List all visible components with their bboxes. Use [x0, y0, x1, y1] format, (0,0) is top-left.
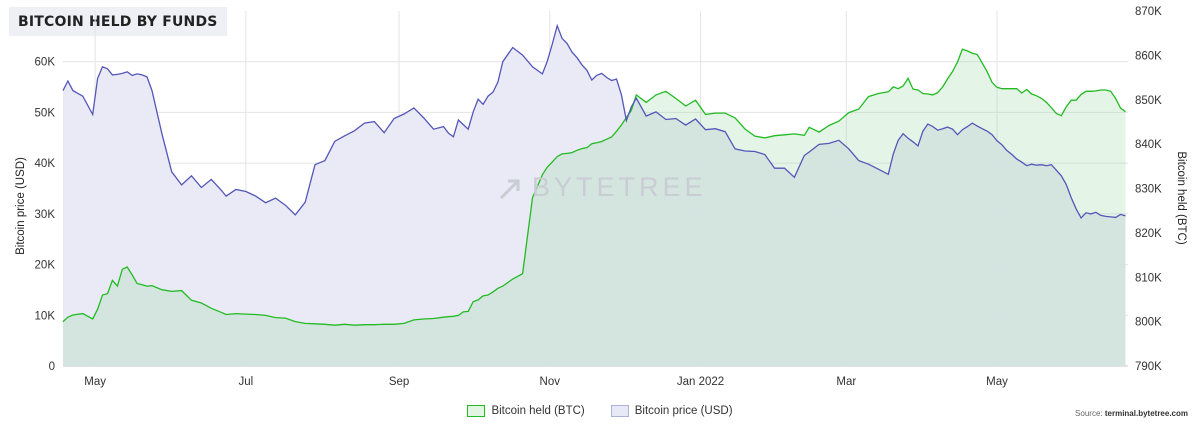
x-tick-label: Mar [836, 376, 856, 388]
legend-item-price[interactable]: Bitcoin price (USD) [610, 405, 733, 417]
source-label: Source: [1075, 409, 1103, 418]
y-right-tick-label: 810K [1135, 272, 1162, 284]
chart-svg: 0 10K 20K 30K 40K 50K 60K 790K 800K 810K 820K 830K… [15, 6, 1187, 388]
series-line-held [62, 48, 1126, 326]
x-tick-label: Sep [389, 376, 409, 388]
y-right-tick-label: 860K [1135, 50, 1162, 62]
y-right-tick-label: 830K [1135, 184, 1162, 196]
y-right-tick-label: 790K [1135, 361, 1162, 373]
series-area-held [63, 49, 1126, 366]
legend-swatch-price [610, 405, 629, 417]
y-right-tick-label: 800K [1135, 317, 1162, 329]
y-left-tick-label: 10K [35, 310, 56, 322]
watermark-text: BYTETREE [532, 172, 707, 202]
y-right-tick-label: 850K [1135, 95, 1162, 107]
y-left-tick-label: 30K [35, 209, 56, 221]
x-tick-labels: May Jul Sep Nov Jan 2022 Mar May [84, 376, 1008, 388]
y-left-tick-labels: 0 10K 20K 30K 40K 50K 60K [35, 57, 56, 373]
y-left-tick-label: 40K [35, 158, 56, 170]
legend-swatch-held [467, 405, 486, 417]
source-site: terminal.bytetree.com [1104, 409, 1188, 418]
legend-item-held[interactable]: Bitcoin held (BTC) [467, 405, 585, 417]
y-left-axis-title: Bitcoin price (USD) [15, 157, 27, 255]
y-right-tick-label: 870K [1135, 6, 1162, 18]
legend-label-held: Bitcoin held (BTC) [491, 405, 585, 417]
bytetree-logo-icon [499, 179, 520, 199]
chart-title: BITCOIN HELD BY FUNDS [9, 7, 227, 36]
y-left-tick-label: 20K [35, 260, 56, 272]
watermark: BYTETREE [498, 172, 707, 203]
y-right-axis-title: Bitcoin held (BTC) [1175, 151, 1187, 244]
source-note: Source: terminal.bytetree.com [1075, 409, 1188, 418]
series-area-price [63, 25, 1126, 366]
y-left-tick-label: 50K [35, 107, 56, 119]
series-line-price [62, 23, 1126, 219]
x-tick-label: Jan 2022 [677, 376, 724, 388]
legend-label-price: Bitcoin price (USD) [634, 405, 733, 417]
x-tick-label: Nov [540, 376, 561, 388]
y-right-tick-labels: 790K 800K 810K 820K 830K 840K 850K 860K 870K [1135, 6, 1162, 373]
y-right-tick-label: 840K [1135, 139, 1162, 151]
y-right-tick-label: 820K [1135, 228, 1162, 240]
y-left-tick-label: 60K [35, 57, 56, 69]
x-tick-label: Jul [239, 376, 254, 388]
legend: Bitcoin held (BTC) Bitcoin price (USD) [0, 400, 1200, 422]
x-tick-label: May [84, 376, 106, 388]
x-tick-label: May [986, 376, 1008, 388]
y-left-tick-label: 0 [49, 361, 55, 373]
